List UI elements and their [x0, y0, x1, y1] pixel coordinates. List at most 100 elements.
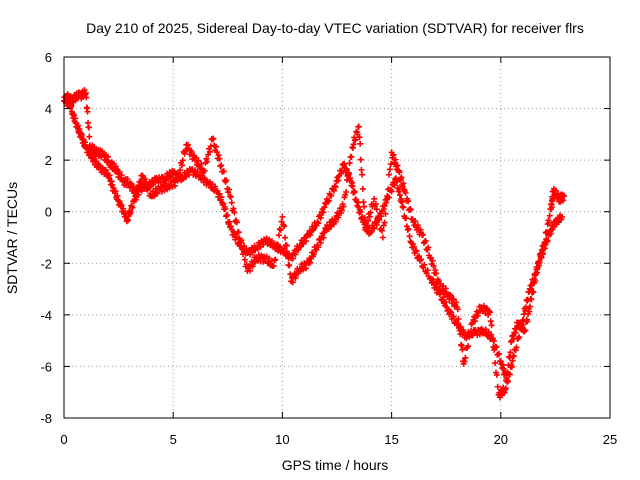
data-point-interp: [226, 186, 233, 193]
data-point-interp: [315, 220, 322, 227]
data-point-interp: [488, 322, 495, 329]
data-point-interp: [392, 156, 399, 163]
data-point-interp: [106, 172, 113, 179]
data-point-interp: [218, 194, 225, 201]
data-point-interp: [230, 205, 237, 212]
data-point-interp: [450, 313, 457, 320]
data-point-interp: [404, 226, 411, 233]
data-point-interp: [238, 237, 245, 244]
data-point-interp: [507, 349, 514, 356]
data-point-interp: [422, 237, 429, 244]
data-point-interp: [352, 136, 359, 143]
data-point-interp: [503, 375, 510, 382]
data-point-interp: [432, 267, 439, 274]
data-point-interp: [337, 170, 344, 177]
data-point-interp: [289, 279, 296, 286]
data-point: [355, 123, 362, 130]
data-point-interp: [233, 219, 240, 226]
data-point: [314, 219, 321, 226]
plot-frame: [63, 56, 611, 419]
data-point-interp: [307, 259, 314, 266]
data-point-interp: [505, 378, 512, 385]
data-point-interp: [405, 225, 412, 232]
data-point-interp: [344, 177, 351, 184]
data-point-interp: [241, 256, 248, 263]
data-point-interp: [455, 316, 462, 323]
data-point-interp: [387, 161, 394, 168]
data-point-interp: [342, 191, 349, 198]
data-point-interp: [448, 309, 455, 316]
data-point-interp: [442, 299, 449, 306]
data-point-interp: [283, 242, 290, 249]
data-point-interp: [462, 354, 469, 361]
data-point-interp: [287, 271, 294, 278]
data-point-interp: [181, 150, 188, 157]
data-point-interp: [388, 188, 395, 195]
data-point-interp: [206, 148, 213, 155]
data-point-interp: [315, 244, 322, 251]
data-point-interp: [489, 336, 496, 343]
data-point: [362, 226, 369, 233]
y-tick-label: 6: [45, 50, 52, 65]
data-point-interp: [135, 188, 142, 195]
x-tick-label: 20: [494, 432, 508, 447]
data-point: [209, 136, 216, 143]
data-point-interp: [198, 161, 205, 168]
data-point-interp: [231, 230, 238, 237]
data-point-interp: [519, 321, 526, 328]
data-point-interp: [320, 209, 327, 216]
data-point-interp: [412, 218, 419, 225]
data-point-interp: [454, 306, 461, 313]
data-point-interp: [332, 183, 339, 190]
data-point-interp: [292, 251, 299, 258]
data-point: [561, 193, 568, 200]
data-point-interp: [332, 218, 339, 225]
y-tick-label: 2: [45, 153, 52, 168]
data-point-interp: [430, 262, 437, 269]
data-point-interp: [224, 212, 231, 219]
data-point-interp: [129, 204, 136, 211]
data-point-interp: [524, 318, 531, 325]
data-point-interp: [364, 223, 371, 230]
data-point-interp: [335, 177, 342, 184]
data-point-interp: [510, 335, 517, 342]
data-point-interp: [373, 221, 380, 228]
data-point-interp: [112, 188, 119, 195]
data-point-interp: [550, 224, 557, 231]
data-point-interp: [385, 171, 392, 178]
data-point-interp: [343, 189, 350, 196]
data-point: [235, 229, 242, 236]
data-point-interp: [302, 238, 309, 245]
data-point-interp: [176, 173, 183, 180]
data-point-interp: [548, 204, 555, 211]
data-point-interp: [281, 223, 288, 230]
data-point-interp: [361, 203, 368, 210]
data-point-interp: [544, 229, 551, 236]
data-point-interp: [546, 219, 553, 226]
data-point-interp: [216, 155, 223, 162]
data-point-interp: [425, 244, 432, 251]
data-point-interp: [207, 143, 214, 150]
data-point-interp: [307, 231, 314, 238]
data-point-interp: [254, 244, 261, 251]
data-point: [371, 195, 378, 202]
data-point-interp: [534, 266, 541, 273]
data-point-interp: [424, 267, 431, 274]
data-point-interp: [145, 184, 152, 191]
data-point-interp: [367, 209, 374, 216]
data-point-interp: [493, 371, 500, 378]
data-point-interp: [373, 206, 380, 213]
y-tick-label: -2: [40, 256, 52, 271]
data-point-interp: [154, 190, 161, 197]
data-point: [174, 177, 181, 184]
data-series-sdtvar: [61, 87, 568, 401]
data-point: [558, 213, 565, 220]
data-point-interp: [349, 183, 356, 190]
data-point-interp: [275, 232, 282, 239]
data-point-interp: [400, 204, 407, 211]
data-point-interp: [223, 177, 230, 184]
data-point-interp: [494, 383, 501, 390]
data-point-interp: [118, 172, 125, 179]
data-point-interp: [178, 162, 185, 169]
